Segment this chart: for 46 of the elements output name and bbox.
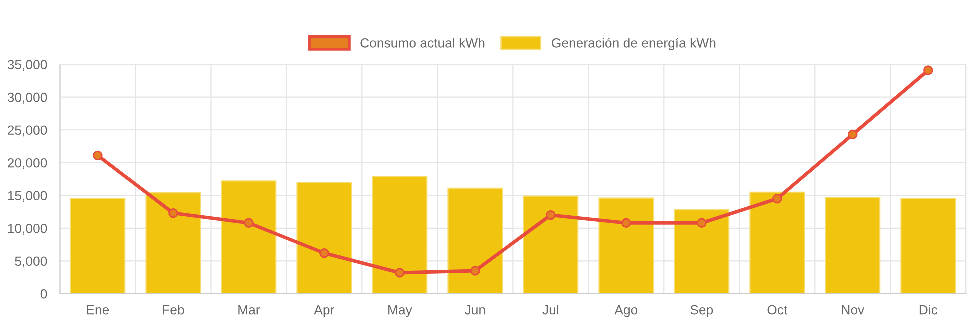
x-tick-label: Mar	[238, 306, 260, 315]
bar	[825, 197, 881, 294]
x-tick-label: Dic	[920, 305, 938, 315]
bar	[146, 192, 202, 294]
point	[395, 268, 405, 278]
x-tick-label: May	[388, 306, 412, 318]
y-tick-label: 30,000	[8, 92, 48, 104]
point	[697, 218, 707, 228]
bar	[221, 180, 277, 294]
point	[848, 130, 858, 140]
bar	[372, 176, 428, 294]
point	[244, 218, 254, 228]
point	[772, 194, 782, 204]
bar	[448, 188, 504, 294]
y-tick-label: 10,000	[8, 224, 48, 235]
x-tick-label: Oct	[768, 305, 788, 315]
point	[93, 150, 103, 161]
point	[168, 208, 178, 218]
x-tick-label: Jul	[542, 305, 558, 315]
x-tick-label: Nov	[842, 306, 865, 315]
point	[924, 66, 934, 76]
bar	[523, 196, 579, 294]
bar	[900, 198, 956, 294]
point	[320, 248, 330, 258]
point	[622, 218, 632, 228]
x-tick-label: Jun	[464, 306, 486, 315]
y-tick-label: 25,000	[8, 126, 48, 137]
x-tick-label: Ene	[87, 306, 110, 315]
y-tick-label: 5,000	[15, 256, 48, 268]
bar	[70, 198, 126, 294]
point	[546, 210, 556, 220]
bar	[674, 210, 730, 294]
legend-label: Generación de energía kWh	[552, 38, 716, 50]
bar	[296, 182, 352, 294]
legend-label: Consumo actual kWh	[360, 38, 485, 48]
x-tick-label: Sep	[690, 305, 714, 318]
y-tick-label: 35,000	[8, 60, 48, 72]
y-tick-label: 20,000	[8, 158, 48, 170]
x-tick-label: Ago	[614, 306, 638, 318]
x-tick-label: Feb	[163, 305, 184, 315]
y-tick-label: 0	[40, 289, 48, 299]
x-tick-label: Apr	[314, 306, 334, 318]
point	[470, 266, 480, 276]
y-tick-label: 15,000	[8, 191, 48, 202]
bar	[750, 192, 806, 294]
bar	[598, 198, 654, 294]
